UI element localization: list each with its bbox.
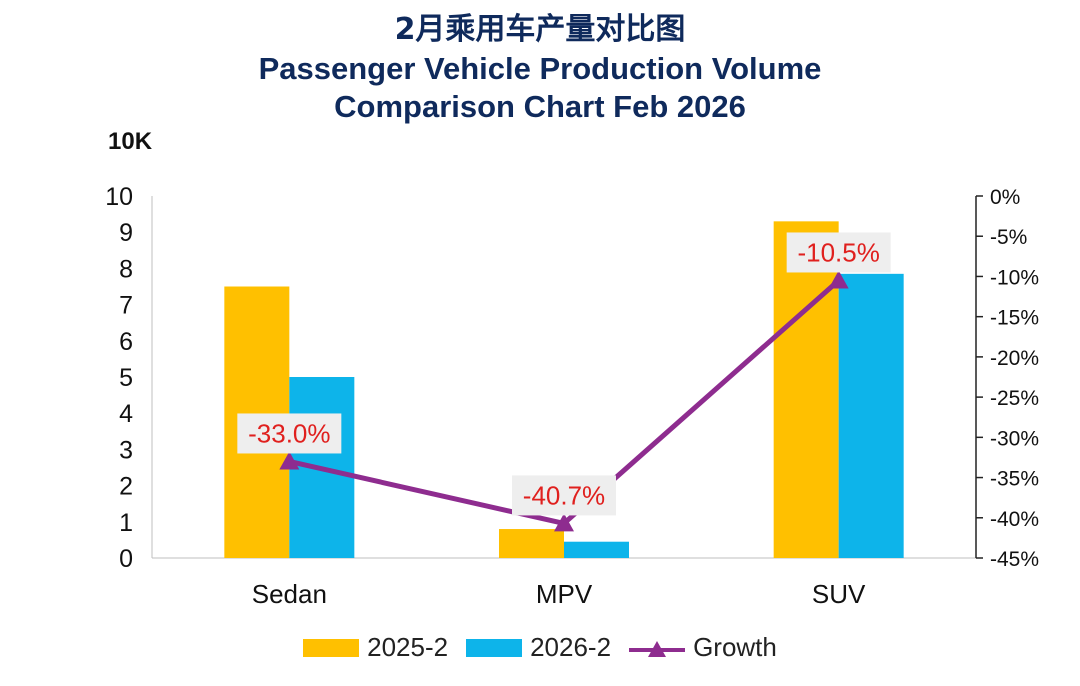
legend-swatch-2026 [466, 638, 523, 657]
y-axis-unit-label: 10K [108, 128, 153, 155]
chart-title-cn: 2月乘用车产量对比图 [394, 12, 686, 47]
y-tick-label: 9 [119, 219, 133, 247]
legend-item-2026: 2026-2 [466, 632, 611, 663]
growth-label-bg [786, 232, 891, 273]
y-tick-label: 5 [119, 364, 133, 392]
growth-marker-mpv [554, 513, 574, 532]
y2-tick-label: -5% [990, 226, 1027, 249]
y2-tick-label: -45% [990, 548, 1039, 571]
y2-tick-label: -30% [990, 427, 1039, 450]
growth-data-label: -33.0% [248, 418, 330, 448]
legend-label-2026: 2026-2 [530, 632, 612, 662]
legend-swatch-2025 [303, 638, 360, 657]
growth-data-label: -10.5% [797, 237, 879, 267]
y-tick-label: 8 [119, 255, 133, 283]
growth-data-label: -40.7% [523, 480, 605, 510]
legend-item-growth: Growth [629, 632, 777, 663]
y2-tick-label: -35% [990, 468, 1039, 491]
y2-tick-label: -40% [990, 508, 1039, 531]
y-tick-label: 4 [119, 400, 133, 428]
bar-2026-2-suv [838, 273, 904, 558]
chart-title-en-line1: Passenger Vehicle Production Volume [258, 51, 822, 86]
legend-label-growth: Growth [693, 632, 777, 662]
y2-tick-label: -10% [990, 266, 1039, 289]
y2-tick-label: -15% [990, 307, 1039, 330]
chart-legend: 2025-2 2026-2 Growth [0, 632, 1080, 663]
y-tick-label: 3 [119, 436, 133, 464]
y2-tick-label: -20% [990, 347, 1039, 370]
x-tick-label: SUV [812, 579, 866, 609]
y2-tick-label: 0% [990, 186, 1020, 209]
chart-title-block: 2月乘用车产量对比图 Passenger Vehicle Production … [0, 10, 1080, 126]
y-tick-label: 6 [119, 328, 133, 356]
growth-marker-suv [828, 270, 849, 289]
legend-swatch-growth [629, 637, 686, 659]
legend-item-2025: 2025-2 [303, 632, 448, 663]
growth-marker-sedan [279, 451, 300, 470]
bar-2026-2-mpv [564, 541, 629, 558]
chart-title-en-line2: Comparison Chart Feb 2026 [334, 89, 746, 124]
x-tick-label: MPV [536, 579, 593, 609]
legend-label-2025: 2025-2 [367, 632, 449, 662]
y-tick-label: 10 [105, 183, 133, 211]
bar-2025-2-mpv [499, 529, 564, 558]
y-tick-label: 7 [119, 292, 133, 320]
y-tick-label: 2 [119, 473, 133, 501]
x-tick-label: Sedan [252, 579, 327, 609]
y2-tick-label: -25% [990, 387, 1039, 410]
growth-label-bg [237, 413, 342, 454]
y-tick-label: 1 [119, 509, 133, 537]
bar-2025-2-suv [773, 221, 839, 558]
growth-label-bg [512, 475, 616, 516]
y-tick-label: 0 [119, 545, 133, 573]
